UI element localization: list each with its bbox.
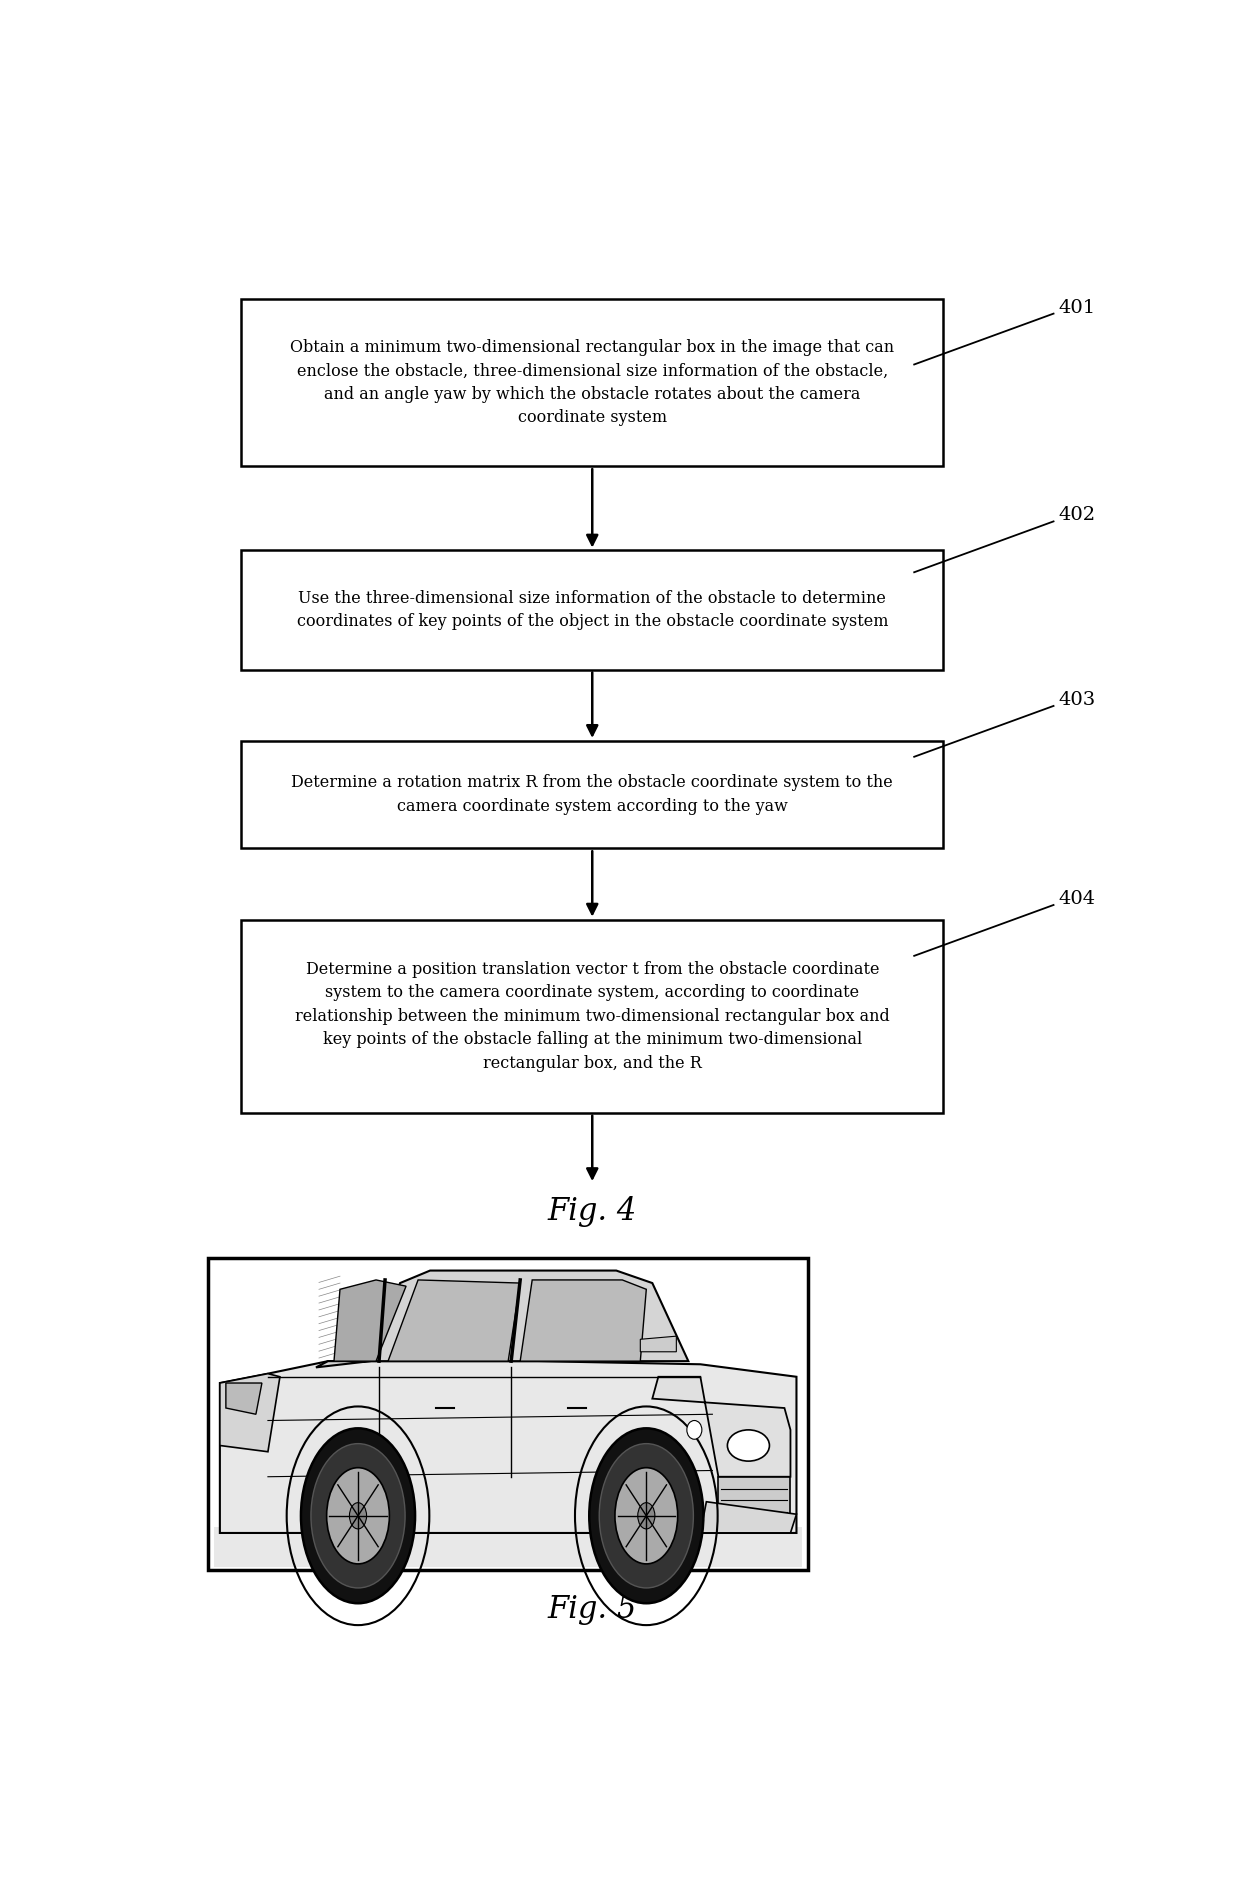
Text: Use the three-dimensional size information of the obstacle to determine
coordina: Use the three-dimensional size informati… <box>296 591 888 630</box>
Polygon shape <box>701 1502 796 1532</box>
Ellipse shape <box>311 1444 405 1589</box>
Text: Obtain a minimum two-dimensional rectangular box in the image that can
enclose t: Obtain a minimum two-dimensional rectang… <box>290 340 894 426</box>
Ellipse shape <box>599 1444 693 1589</box>
Polygon shape <box>219 1374 280 1451</box>
Polygon shape <box>334 1279 405 1361</box>
Text: 401: 401 <box>1059 298 1095 317</box>
Ellipse shape <box>301 1428 415 1604</box>
Text: Fig. 5: Fig. 5 <box>548 1595 637 1625</box>
Polygon shape <box>718 1478 790 1532</box>
Bar <box>242 551 942 670</box>
Text: 402: 402 <box>1059 506 1095 525</box>
Ellipse shape <box>615 1468 678 1564</box>
Polygon shape <box>226 1383 262 1413</box>
Ellipse shape <box>687 1421 702 1440</box>
Text: Determine a position translation vector t from the obstacle coordinate
system to: Determine a position translation vector … <box>295 960 889 1072</box>
Ellipse shape <box>589 1428 703 1604</box>
Text: 403: 403 <box>1059 691 1096 710</box>
Polygon shape <box>219 1361 796 1532</box>
Polygon shape <box>316 1270 688 1368</box>
Ellipse shape <box>728 1430 770 1461</box>
Text: Determine a rotation matrix R from the obstacle coordinate system to the
camera : Determine a rotation matrix R from the o… <box>291 774 893 815</box>
Ellipse shape <box>350 1502 367 1528</box>
Bar <box>242 298 942 466</box>
Polygon shape <box>213 1527 802 1568</box>
Bar <box>208 1259 808 1570</box>
Polygon shape <box>652 1378 790 1478</box>
Bar <box>242 919 942 1113</box>
Text: 404: 404 <box>1059 891 1095 908</box>
Bar <box>213 1270 804 1559</box>
Polygon shape <box>640 1336 676 1351</box>
Polygon shape <box>521 1279 646 1361</box>
Ellipse shape <box>637 1502 655 1528</box>
Ellipse shape <box>326 1468 389 1564</box>
Polygon shape <box>388 1279 521 1361</box>
Text: Fig. 4: Fig. 4 <box>548 1196 637 1227</box>
Bar <box>242 742 942 849</box>
